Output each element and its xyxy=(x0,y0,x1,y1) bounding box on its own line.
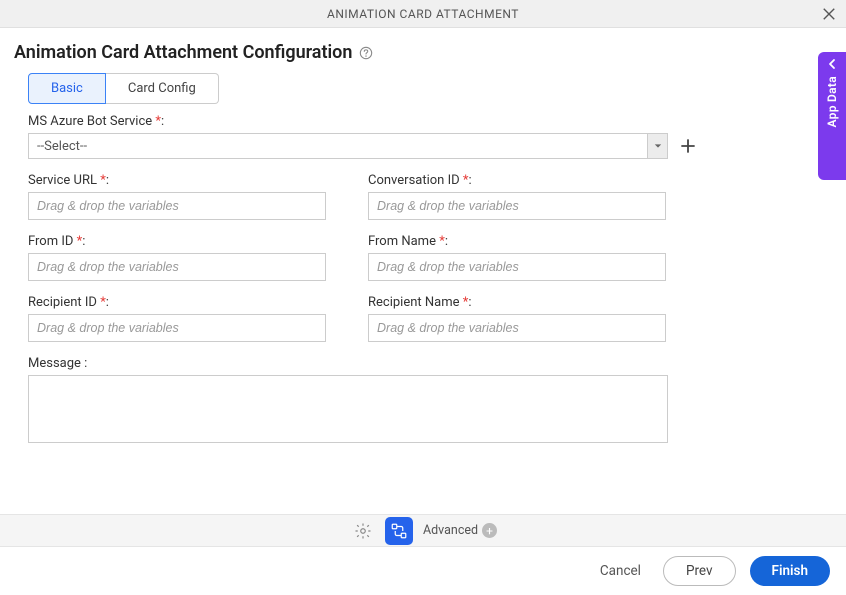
help-icon[interactable] xyxy=(358,45,374,61)
dialog-title: ANIMATION CARD ATTACHMENT xyxy=(327,7,519,21)
recipient-name-label-text: Recipient Name xyxy=(368,295,460,310)
chevron-left-icon xyxy=(826,58,838,70)
from-name-label-text: From Name xyxy=(368,234,436,249)
tab-card-config[interactable]: Card Config xyxy=(106,73,219,104)
gear-icon xyxy=(354,522,372,540)
recipient-name-input[interactable] xyxy=(368,314,666,342)
from-id-label: From ID *: xyxy=(28,234,326,249)
recipient-id-label: Recipient ID *: xyxy=(28,295,326,310)
tab-card-config-label: Card Config xyxy=(128,81,196,96)
tab-basic-label: Basic xyxy=(51,81,83,96)
form-area: MS Azure Bot Service *: --Select-- Servi… xyxy=(0,104,846,447)
plus-icon xyxy=(680,138,696,154)
dropdown-button[interactable] xyxy=(647,134,667,158)
plus-circle-icon: + xyxy=(482,523,497,538)
finish-button[interactable]: Finish xyxy=(750,556,830,586)
close-icon xyxy=(822,7,836,21)
tab-strip: Basic Card Config xyxy=(0,73,846,104)
recipient-name-label: Recipient Name *: xyxy=(368,295,666,310)
service-url-input[interactable] xyxy=(28,192,326,220)
advanced-label: Advanced xyxy=(423,523,478,538)
from-id-label-text: From ID xyxy=(28,234,73,249)
message-label: Message : xyxy=(28,356,818,371)
service-url-label: Service URL *: xyxy=(28,173,326,188)
dialog-header: ANIMATION CARD ATTACHMENT xyxy=(0,0,846,28)
page-title: Animation Card Attachment Configuration xyxy=(14,42,352,63)
conversation-id-input[interactable] xyxy=(368,192,666,220)
service-url-label-text: Service URL xyxy=(28,173,97,188)
settings-button[interactable] xyxy=(349,517,377,545)
page-title-row: Animation Card Attachment Configuration xyxy=(0,28,846,73)
app-data-panel-tab[interactable]: App Data xyxy=(818,52,846,180)
recipient-id-label-text: Recipient ID xyxy=(28,295,97,310)
conversation-id-label-text: Conversation ID xyxy=(368,173,460,188)
advanced-toggle[interactable]: Advanced + xyxy=(423,523,497,538)
conversation-id-label: Conversation ID *: xyxy=(368,173,666,188)
azure-service-value: --Select-- xyxy=(29,134,647,158)
chevron-down-icon xyxy=(654,142,662,150)
cancel-button[interactable]: Cancel xyxy=(592,557,649,585)
dialog-footer: Cancel Prev Finish xyxy=(0,547,846,595)
workflow-button[interactable] xyxy=(385,517,413,545)
azure-service-label: MS Azure Bot Service *: xyxy=(28,114,818,129)
message-textarea[interactable] xyxy=(28,375,668,443)
workflow-icon xyxy=(390,522,408,540)
tab-basic[interactable]: Basic xyxy=(28,73,106,104)
bottom-toolbar: Advanced + xyxy=(0,514,846,547)
from-name-input[interactable] xyxy=(368,253,666,281)
from-name-label: From Name *: xyxy=(368,234,666,249)
azure-service-select[interactable]: --Select-- xyxy=(28,133,668,159)
prev-button[interactable]: Prev xyxy=(663,556,736,586)
from-id-input[interactable] xyxy=(28,253,326,281)
azure-service-label-text: MS Azure Bot Service xyxy=(28,114,152,129)
azure-service-row: --Select-- xyxy=(28,133,818,159)
close-button[interactable] xyxy=(820,5,838,23)
recipient-id-input[interactable] xyxy=(28,314,326,342)
add-service-button[interactable] xyxy=(678,136,698,156)
app-data-label: App Data xyxy=(825,76,839,127)
